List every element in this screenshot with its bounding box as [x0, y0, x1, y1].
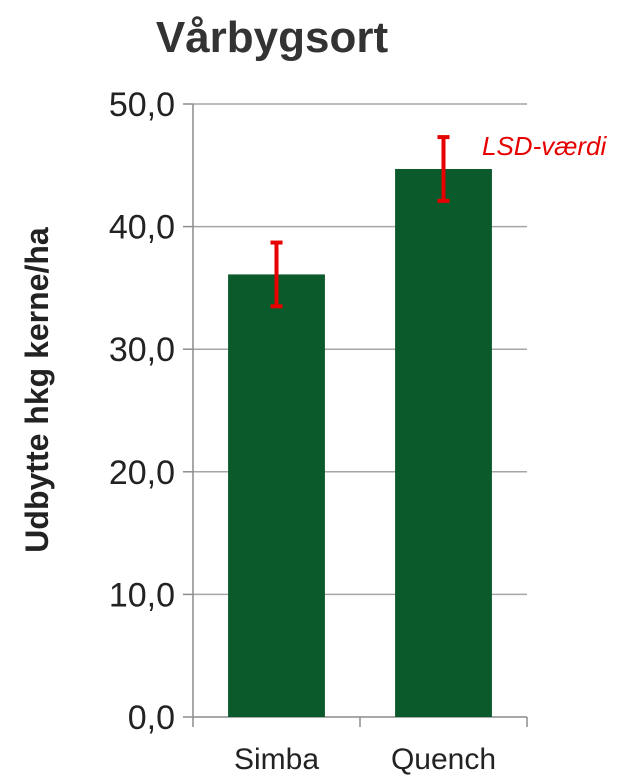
y-tick-label: 40,0	[109, 209, 175, 247]
y-axis-label: Udbytte hkg kerne/ha	[19, 227, 55, 553]
y-tick-label: 10,0	[109, 576, 175, 614]
error-bars	[270, 135, 450, 309]
x-tick-label: Quench	[391, 743, 496, 776]
y-tick-label: 50,0	[109, 86, 175, 124]
lsd-annotation: LSD-værdi	[482, 131, 607, 161]
chart-title: Vårbygsort	[156, 13, 389, 62]
y-tick-labels: 0,0 10,0 20,0 30,0 40,0 50,0	[109, 86, 175, 737]
bar-simba	[228, 274, 325, 717]
x-tick-labels: Simba Quench	[234, 743, 496, 776]
bars	[228, 168, 492, 717]
y-tick-label: 0,0	[128, 699, 175, 737]
y-tick-label: 20,0	[109, 454, 175, 492]
x-tick-label: Simba	[234, 743, 319, 776]
y-tick-label: 30,0	[109, 331, 175, 369]
bar-quench	[395, 168, 492, 717]
